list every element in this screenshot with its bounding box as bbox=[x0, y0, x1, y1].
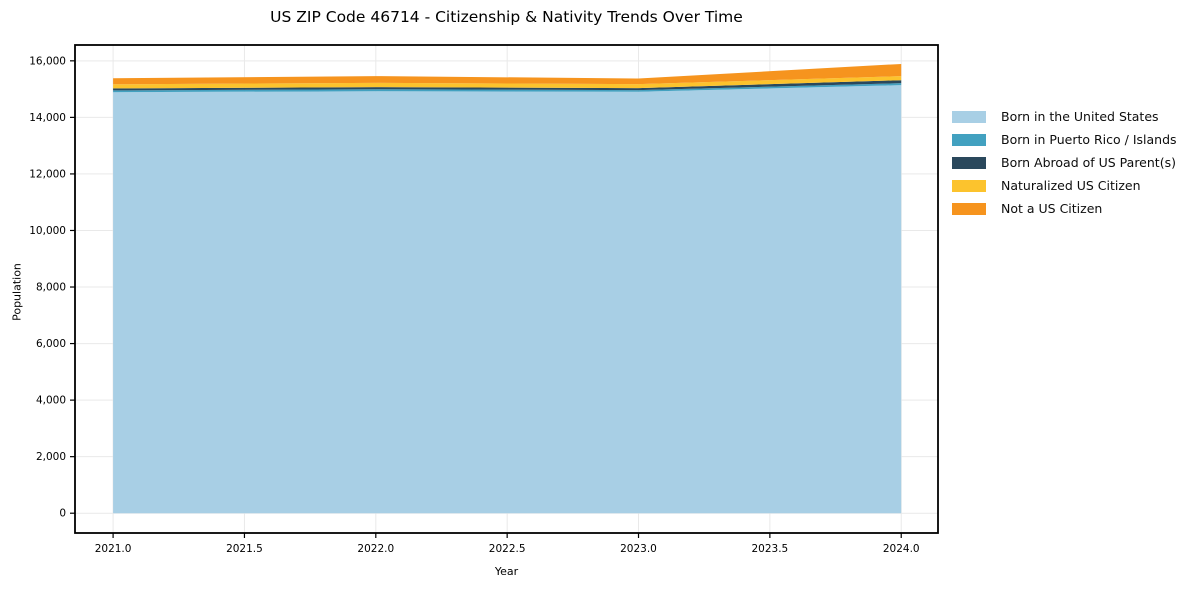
area-series-3 bbox=[113, 76, 902, 89]
area-series-1 bbox=[113, 83, 902, 93]
x-tick-label: 2023.5 bbox=[751, 543, 788, 555]
legend-label: Naturalized US Citizen bbox=[1001, 178, 1141, 193]
y-tick-label: 16,000 bbox=[29, 55, 66, 67]
area-series-0 bbox=[113, 85, 902, 514]
legend-swatch bbox=[952, 202, 986, 215]
y-tick-label: 4,000 bbox=[36, 395, 66, 407]
x-axis-label: Year bbox=[494, 565, 519, 578]
legend-swatch bbox=[952, 110, 986, 123]
x-tick-label: 2023.0 bbox=[620, 543, 657, 555]
chart-title: US ZIP Code 46714 - Citizenship & Nativi… bbox=[270, 8, 743, 26]
legend-swatch bbox=[952, 179, 986, 192]
legend-label: Born in the United States bbox=[1001, 109, 1159, 124]
legend-item: Born in the United States bbox=[952, 105, 1177, 128]
x-tick-label: 2022.5 bbox=[489, 543, 526, 555]
legend-item: Born Abroad of US Parent(s) bbox=[952, 151, 1177, 174]
legend-label: Born Abroad of US Parent(s) bbox=[1001, 155, 1176, 170]
y-tick-label: 12,000 bbox=[29, 168, 66, 180]
y-tick-label: 2,000 bbox=[36, 451, 66, 463]
plot-border bbox=[74, 44, 939, 534]
x-tick-label: 2021.5 bbox=[226, 543, 263, 555]
legend-item: Born in Puerto Rico / Islands bbox=[952, 128, 1177, 151]
x-tick-label: 2021.0 bbox=[95, 543, 132, 555]
legend-item: Naturalized US Citizen bbox=[952, 174, 1177, 197]
legend-label: Not a US Citizen bbox=[1001, 201, 1103, 216]
legend-swatch bbox=[952, 133, 986, 146]
y-tick-label: 0 bbox=[59, 508, 66, 520]
x-tick-label: 2022.0 bbox=[357, 543, 394, 555]
y-axis-label: Population bbox=[10, 263, 24, 321]
area-series-4 bbox=[113, 63, 902, 85]
legend-swatch bbox=[952, 156, 986, 169]
y-tick-label: 10,000 bbox=[29, 225, 66, 237]
area-series-2 bbox=[113, 80, 902, 91]
y-tick-label: 8,000 bbox=[36, 282, 66, 294]
y-tick-label: 6,000 bbox=[36, 338, 66, 350]
legend-label: Born in Puerto Rico / Islands bbox=[1001, 132, 1177, 147]
legend-item: Not a US Citizen bbox=[952, 197, 1177, 220]
y-tick-label: 14,000 bbox=[29, 112, 66, 124]
legend: Born in the United States Born in Puerto … bbox=[952, 105, 1177, 220]
x-tick-label: 2024.0 bbox=[883, 543, 920, 555]
